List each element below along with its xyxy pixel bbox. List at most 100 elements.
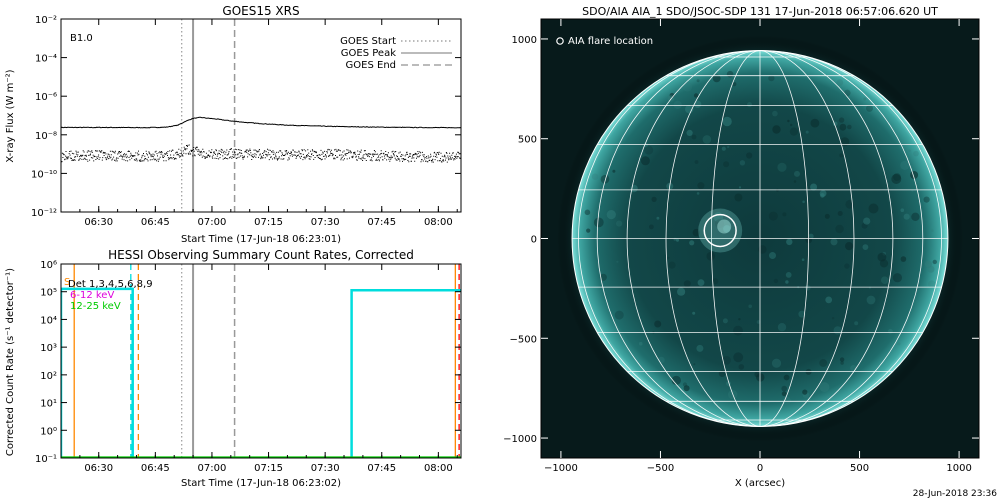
x-tick-label: 07:00 (198, 463, 227, 474)
aia-texture-spot (789, 127, 799, 136)
hessi-legend-label: Det 1,3,4,5,6,8,9 (68, 279, 153, 290)
x-tick-label: 06:30 (84, 217, 113, 228)
aia-texture-spot (897, 342, 901, 346)
aia-texture-spot (616, 220, 623, 227)
aia-texture-spot (880, 276, 889, 285)
aia-x-tick-label: 500 (850, 463, 869, 474)
aia-texture-spot (891, 174, 902, 184)
aia-longitude-line (759, 50, 894, 427)
aia-texture-spot (649, 224, 654, 230)
aia-longitude-line (711, 50, 761, 427)
aia-x-tick-label: −1000 (544, 463, 578, 474)
aia-texture-spot (733, 352, 744, 363)
aia-texture-spot (924, 260, 933, 268)
hessi-rate-line (350, 289, 461, 458)
aia-longitude-line (578, 50, 761, 427)
aia-texture-spot (777, 323, 787, 332)
aia-texture-spot (638, 341, 643, 346)
aia-texture-spot (614, 310, 624, 320)
aia-y-tick-label: 0 (531, 235, 537, 246)
aia-texture-spot (782, 212, 787, 217)
aia-longitude-line (665, 50, 761, 427)
goes-axes-frame (60, 18, 462, 213)
aia-texture-spot (696, 79, 700, 83)
aia-texture-spot (819, 382, 830, 393)
aia-texture-spot (900, 256, 907, 262)
hessi-flag-label: S (64, 277, 70, 288)
aia-texture-spot (783, 374, 790, 381)
aia-texture-spot (726, 70, 734, 78)
hessi-ylabel: Corrected Count Rate (s⁻¹ detector⁻¹) (5, 268, 16, 456)
aia-texture-spot (793, 180, 797, 183)
aia-texture-spot (785, 280, 789, 284)
aia-texture-spot (685, 105, 694, 114)
aia-texture-spot (692, 311, 696, 315)
aia-texture-spot (600, 174, 610, 184)
aia-longitude-line (759, 50, 855, 427)
aia-texture-spot (824, 213, 830, 219)
aia-texture-spot (696, 344, 704, 352)
aia-texture-spot (913, 150, 919, 157)
aia-texture-spot (839, 357, 845, 362)
aia-x-tick-label: −500 (647, 463, 674, 474)
aia-legend-circle-icon (556, 37, 564, 45)
aia-texture-spot (734, 193, 743, 202)
aia-texture-spot (923, 196, 930, 203)
aia-texture-spot (836, 79, 844, 86)
x-tick-label: 08:00 (424, 217, 453, 228)
aia-texture-spot (782, 396, 791, 406)
aia-texture-spot (756, 320, 761, 324)
x-tick-label: 07:15 (254, 463, 283, 474)
aia-title: SDO/AIA AIA_1 SDO/JSOC-SDP 131 17-Jun-20… (582, 5, 938, 18)
aia-texture-spot (667, 256, 670, 259)
aia-texture-spot (798, 310, 806, 318)
aia-x-tick-label: 1000 (946, 463, 971, 474)
aia-texture-spot (861, 222, 868, 229)
hessi-title: HESSI Observing Summary Count Rates, Cor… (108, 248, 414, 262)
aia-texture-spot (686, 129, 693, 136)
aia-texture-spot (601, 180, 605, 185)
aia-texture-spot (683, 280, 691, 288)
y-tick-label: 10⁻⁴ (35, 54, 57, 65)
hessi-panel: HESSI Observing Summary Count Rates, Cor… (5, 248, 462, 489)
aia-axes: −1000 −500 0 500 1000 −1000 −500 0 500 1000 (503, 19, 979, 474)
aia-texture-spot (805, 130, 809, 134)
aia-texture-spot (910, 171, 919, 179)
aia-heliographic-grid (572, 50, 948, 427)
aia-texture-spot (844, 89, 851, 97)
aia-texture-spot (903, 213, 910, 220)
aia-legend-label: AIA flare location (568, 36, 653, 47)
aia-texture-spot (772, 110, 778, 117)
aia-limb-outline (571, 50, 949, 427)
aia-texture-spot (825, 296, 833, 304)
hessi-legend-label: 6-12 keV (70, 290, 114, 301)
aia-texture-spot (932, 259, 937, 265)
aia-y-tick-label: 500 (518, 135, 537, 146)
aia-texture-spot (801, 258, 805, 262)
aia-texture-spot (682, 81, 693, 92)
hessi-xlabel: Start Time (17-Jun-18 06:23:02) (181, 478, 341, 489)
aia-texture-spot (712, 278, 719, 285)
aia-texture-spot (768, 211, 778, 221)
aia-texture-spot (802, 389, 808, 395)
goes-title: GOES15 XRS (222, 4, 299, 18)
aia-texture-spot (840, 361, 844, 365)
aia-texture-spot (866, 295, 876, 305)
y-tick-label: 10⁻¹² (31, 208, 57, 219)
aia-texture-spot (837, 211, 843, 216)
hessi-legend-label: 12-25 keV (70, 301, 121, 312)
aia-texture-spot (819, 359, 828, 367)
aia-texture-spot (805, 284, 811, 291)
y-tick-label: 10³ (40, 343, 57, 354)
aia-texture-spot (671, 375, 681, 385)
aia-solar-image (557, 35, 963, 442)
aia-longitude-line (596, 50, 761, 427)
aia-texture-spot (768, 75, 775, 82)
aia-texture-spot (781, 385, 787, 392)
aia-y-tick-label: −1000 (503, 434, 537, 445)
y-tick-label: 10⁴ (40, 315, 57, 326)
hessi-axes: 06:30 06:45 07:00 07:15 07:30 07:45 08:00 10⁻¹ 1… (35, 260, 461, 474)
aia-flare-location-circle (703, 213, 737, 248)
aia-longitude-line (759, 50, 809, 427)
